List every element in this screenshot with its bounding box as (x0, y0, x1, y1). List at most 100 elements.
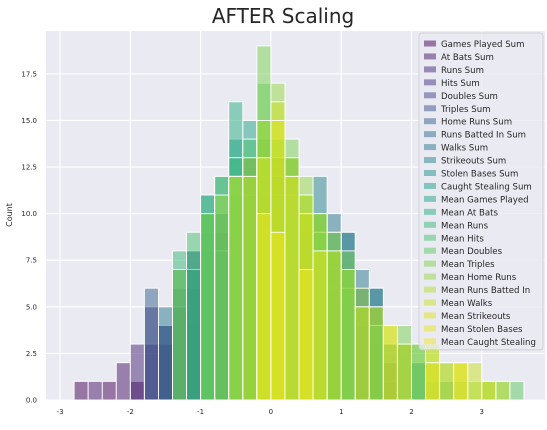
histogram-bar (101, 380, 117, 401)
legend-label: Mean Runs (441, 221, 489, 231)
legend-label: Mean Walks (441, 299, 493, 309)
legend-swatch (424, 247, 436, 254)
legend-label: Mean At Bats (441, 208, 499, 218)
bars-layer (73, 45, 525, 401)
histogram-bar (200, 213, 216, 401)
x-tick-label: -1 (197, 408, 204, 416)
histogram-bar (129, 343, 145, 401)
chart-title: AFTER Scaling (212, 4, 354, 28)
legend-swatch (424, 92, 436, 99)
legend-swatch (424, 157, 436, 164)
y-tick-label: 17.5 (21, 70, 37, 78)
legend-swatch (424, 144, 436, 151)
y-tick-labels: 0.0 2.5 5.0 7.5 10.0 12.5 15.0 17.5 (21, 70, 37, 404)
legend-label: Mean Stolen Bases (441, 325, 523, 335)
legend-swatch (424, 182, 436, 189)
legend-frame (418, 32, 544, 351)
histogram-bar (228, 175, 244, 401)
histogram-bar (453, 362, 469, 401)
legend-swatch (424, 299, 436, 306)
histogram-bar (172, 269, 188, 401)
histogram-bar (439, 362, 455, 401)
legend-label: Hits Sum (441, 79, 480, 89)
legend-label: Mean Runs Batted In (441, 286, 530, 296)
legend-swatch (424, 118, 436, 125)
legend-label: Mean Doubles (441, 247, 503, 257)
histogram-bar (143, 287, 159, 401)
legend-swatch (424, 286, 436, 293)
histogram-bar (425, 362, 441, 401)
histogram-bar (158, 306, 173, 401)
histogram-bar (256, 213, 272, 401)
legend-swatch (424, 170, 436, 176)
histogram-bar (73, 380, 89, 401)
legend-label: Mean Games Played (441, 195, 529, 205)
y-tick-label: 5.0 (26, 303, 37, 311)
legend-label: At Bats Sum (441, 53, 494, 63)
histogram-bar (481, 380, 497, 401)
legend-swatch (424, 338, 436, 345)
histogram-bar (298, 269, 314, 401)
legend-swatch (424, 195, 436, 202)
legend-label: Mean Hits (441, 234, 484, 244)
x-tick-label: -2 (127, 408, 134, 416)
histogram-bar (214, 194, 230, 401)
histogram-bar (312, 250, 328, 401)
legend-label: Walks Sum (441, 144, 488, 154)
legend-label: Games Played Sum (441, 40, 524, 50)
histogram-bar (87, 380, 103, 401)
y-axis-label: Count (5, 203, 14, 227)
legend-label: Home Runs Sum (441, 118, 512, 128)
legend-swatch (424, 273, 436, 280)
histogram-bar (495, 380, 511, 401)
legend-swatch (424, 79, 436, 86)
histogram-bar (467, 362, 483, 401)
histogram-bar (326, 250, 342, 401)
x-tick-label: 3 (480, 408, 484, 416)
legend-label: Strikeouts Sum (441, 157, 506, 167)
y-tick-label: 12.5 (21, 164, 37, 172)
series-23 (270, 231, 469, 401)
legend: Games Played Sum At Bats Sum Runs Sum Hits … (418, 32, 544, 351)
legend-label: Mean Caught Stealing (441, 338, 536, 348)
histogram-bar (382, 325, 398, 401)
legend-swatch (424, 105, 436, 112)
histogram-bar (509, 380, 525, 401)
legend-swatch (424, 260, 436, 267)
histogram-bar (354, 306, 370, 401)
legend-swatch (424, 221, 436, 228)
y-tick-label: 10.0 (21, 210, 37, 218)
histogram-bar (340, 269, 356, 401)
histogram-bar (284, 175, 300, 401)
histogram-bar (186, 231, 202, 401)
histogram-bar (396, 343, 412, 401)
legend-swatch (424, 131, 436, 138)
legend-label: Runs Sum (441, 66, 484, 76)
legend-swatch (424, 53, 436, 60)
y-tick-label: 15.0 (21, 117, 37, 125)
legend-label: Mean Triples (441, 260, 495, 270)
legend-label: Caught Stealing Sum (441, 182, 532, 192)
legend-label: Mean Strikeouts (441, 312, 511, 322)
x-tick-label: 0 (269, 408, 273, 416)
legend-swatch (424, 208, 436, 215)
legend-label: Mean Home Runs (441, 273, 517, 283)
y-tick-label: 2.5 (26, 350, 37, 358)
legend-label: Doubles Sum (441, 92, 498, 102)
legend-label: Stolen Bases Sum (441, 170, 518, 180)
legend-swatch (424, 234, 436, 241)
x-tick-label: 2 (409, 408, 413, 416)
legend-label: Runs Batted In Sum (441, 131, 526, 141)
histogram-bar (368, 306, 384, 401)
y-tick-label: 0.0 (26, 397, 37, 405)
histogram-bar (242, 175, 258, 401)
histogram-bar (411, 343, 426, 401)
x-tick-label: -3 (57, 408, 64, 416)
y-tick-label: 7.5 (26, 257, 37, 265)
histogram-bar (270, 231, 286, 401)
legend-swatch (424, 312, 436, 319)
legend-swatch (424, 66, 436, 73)
histogram-bar (115, 362, 131, 401)
legend-swatch (424, 40, 436, 47)
